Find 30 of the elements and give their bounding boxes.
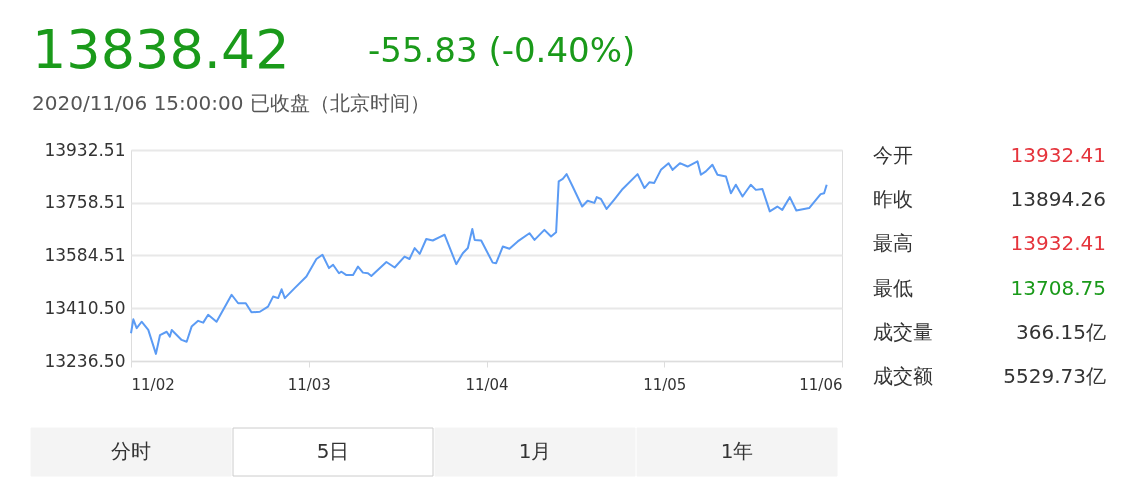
category-label: 昨收 <box>873 187 913 212</box>
text: 1月 <box>518 439 552 463</box>
y-tick-label: 13758.51 <box>44 192 126 213</box>
category-label: 成交量 <box>873 319 933 344</box>
line-series <box>130 160 828 355</box>
text: 13894.26 <box>1010 187 1106 212</box>
category-label: 最高 <box>873 231 913 256</box>
text: 5529.73亿 <box>1003 364 1106 388</box>
x-tick-label: 11/04 <box>465 375 509 394</box>
y-tick-label: 13932.51 <box>44 139 126 160</box>
x-tick-label: 11/05 <box>643 375 687 394</box>
chart-title: 13838.42 <box>32 18 290 81</box>
category-label: 成交额 <box>873 364 933 388</box>
category-label: 今开 <box>873 143 913 167</box>
y-tick-label: 13584.51 <box>44 245 126 265</box>
text: 13932.41 <box>1010 231 1106 256</box>
text: 1年 <box>720 439 754 463</box>
text: 13708.75 <box>1010 275 1106 300</box>
y-tick-label: 13410.50 <box>44 297 126 318</box>
x-tick-label: 11/02 <box>131 375 175 394</box>
category-label: 最低 <box>873 275 913 300</box>
y-tick-label: 13236.50 <box>44 350 126 371</box>
text: 13932.41 <box>1010 143 1106 167</box>
x-tick-label: 11/06 <box>799 375 843 394</box>
chart-subtitle: 2020/11/06 15:00:00 已收盘（北京时间） <box>32 91 430 115</box>
x-tick-label: 11/03 <box>287 375 331 394</box>
text: 5日 <box>316 439 350 463</box>
text: 分时 <box>111 439 151 463</box>
text: -55.83 (-0.40%) <box>368 30 636 70</box>
text: 366.15亿 <box>1016 319 1106 344</box>
